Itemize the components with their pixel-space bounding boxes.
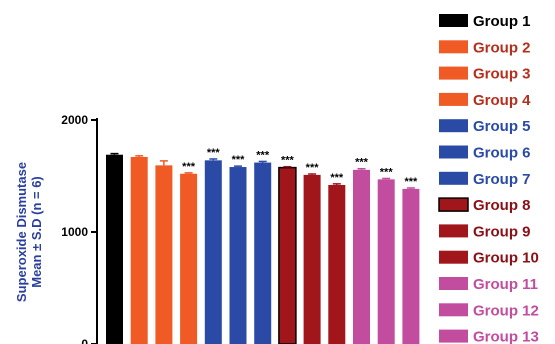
legend-swatch: [439, 303, 468, 317]
legend-label: Group 2: [473, 39, 531, 56]
significance-label: ***: [306, 162, 320, 174]
legend-label: Group 12: [473, 302, 539, 319]
significance-label: ***: [232, 154, 246, 166]
significance-label: ***: [380, 166, 394, 178]
significance-label: ***: [182, 161, 196, 173]
legend: Group 1 Group 2 Group 3 Group 4 Group 5 Group…: [438, 13, 539, 344]
axes: 0 1000 2000: [61, 113, 98, 344]
bars: *** *** *** *** *** *** *** *** *** ***: [106, 147, 420, 344]
y-tick-label: 0: [81, 337, 88, 344]
legend-label: Group 3: [473, 66, 531, 83]
bar: [180, 173, 198, 344]
significance-label: ***: [404, 176, 418, 188]
y-axis-label-line-1: Superoxide Dismutase: [14, 162, 29, 302]
legend-label: Group 8: [473, 197, 531, 214]
legend-swatch: [439, 145, 468, 159]
significance-label: ***: [207, 147, 221, 159]
y-tick-label: 2000: [61, 113, 88, 127]
legend-label: Group 7: [473, 171, 531, 188]
bar: [328, 184, 346, 344]
legend-swatch: [439, 92, 468, 106]
bar: [130, 156, 148, 344]
legend-swatch: [439, 66, 468, 80]
legend-swatch: [439, 119, 468, 133]
legend-swatch: [439, 329, 468, 343]
legend-swatch: [439, 40, 468, 54]
legend-label: Group 10: [473, 250, 539, 267]
legend-label: Group 5: [473, 118, 531, 135]
legend-swatch: [439, 277, 468, 290]
bar: [254, 162, 272, 344]
legend-label: Group 9: [473, 223, 531, 240]
bar: [106, 154, 123, 344]
legend-swatch: [439, 224, 468, 238]
bar: [402, 188, 420, 344]
legend-swatch: [439, 250, 468, 264]
y-tick-label: 1000: [61, 225, 88, 239]
legend-label: Group 6: [473, 145, 531, 162]
legend-swatch: [439, 171, 468, 185]
bar: [303, 174, 321, 344]
bar: [278, 166, 297, 344]
legend-label: Group 4: [473, 92, 531, 109]
legend-swatch: [439, 14, 468, 27]
legend-label: Group 1: [473, 13, 531, 30]
bar: [204, 160, 222, 344]
significance-label: ***: [355, 157, 369, 169]
bar: [229, 167, 247, 344]
y-axis-label-line-2: Mean ± S.D (n = 6): [29, 176, 44, 288]
significance-label: ***: [330, 172, 344, 184]
legend-label: Group 13: [473, 329, 539, 344]
significance-label: ***: [281, 155, 295, 167]
legend-label: Group 11: [473, 276, 538, 293]
bar: [155, 165, 173, 344]
legend-swatch: [438, 197, 469, 212]
bar: [353, 169, 370, 344]
significance-label: ***: [256, 149, 270, 161]
bar: [377, 179, 395, 344]
